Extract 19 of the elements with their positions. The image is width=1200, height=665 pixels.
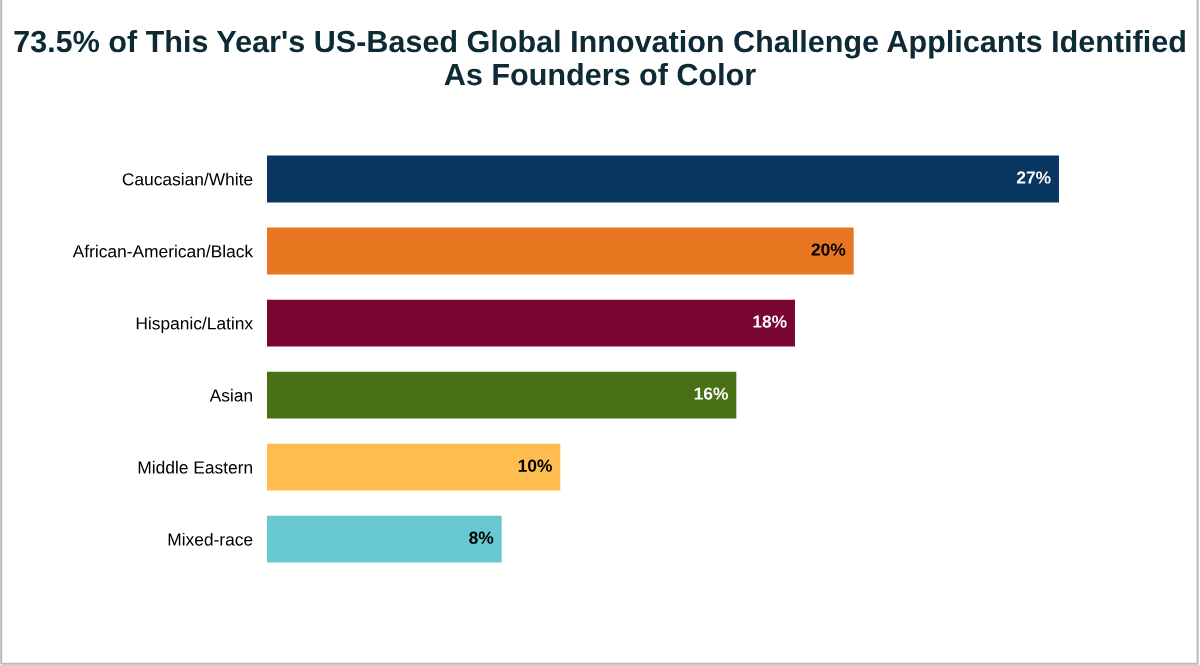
bar (267, 227, 854, 275)
data-label: 8% (469, 531, 494, 544)
bar (267, 299, 795, 347)
bar (267, 155, 1059, 203)
y-tick-label: Hispanic/Latinx (136, 316, 253, 333)
bar (267, 515, 502, 563)
data-label: 16% (694, 387, 728, 400)
chart-title: 73.5% of This Year's US-Based Global Innovation Challenge Applicants Identified As Founders of Color (14, 29, 1185, 86)
data-label: 10% (518, 459, 552, 472)
y-tick-label: Mixed-race (168, 532, 253, 546)
y-tick-label: Caucasian/White (122, 172, 253, 186)
bar (267, 443, 561, 491)
data-label: 27% (1016, 171, 1051, 184)
data-label: 20% (811, 243, 846, 256)
data-label: 18% (753, 315, 787, 328)
y-tick-label: Middle Eastern (138, 460, 252, 474)
y-tick-label: Asian (209, 388, 252, 402)
bar (267, 371, 737, 419)
y-tick-label: African-American/Black (72, 244, 254, 258)
